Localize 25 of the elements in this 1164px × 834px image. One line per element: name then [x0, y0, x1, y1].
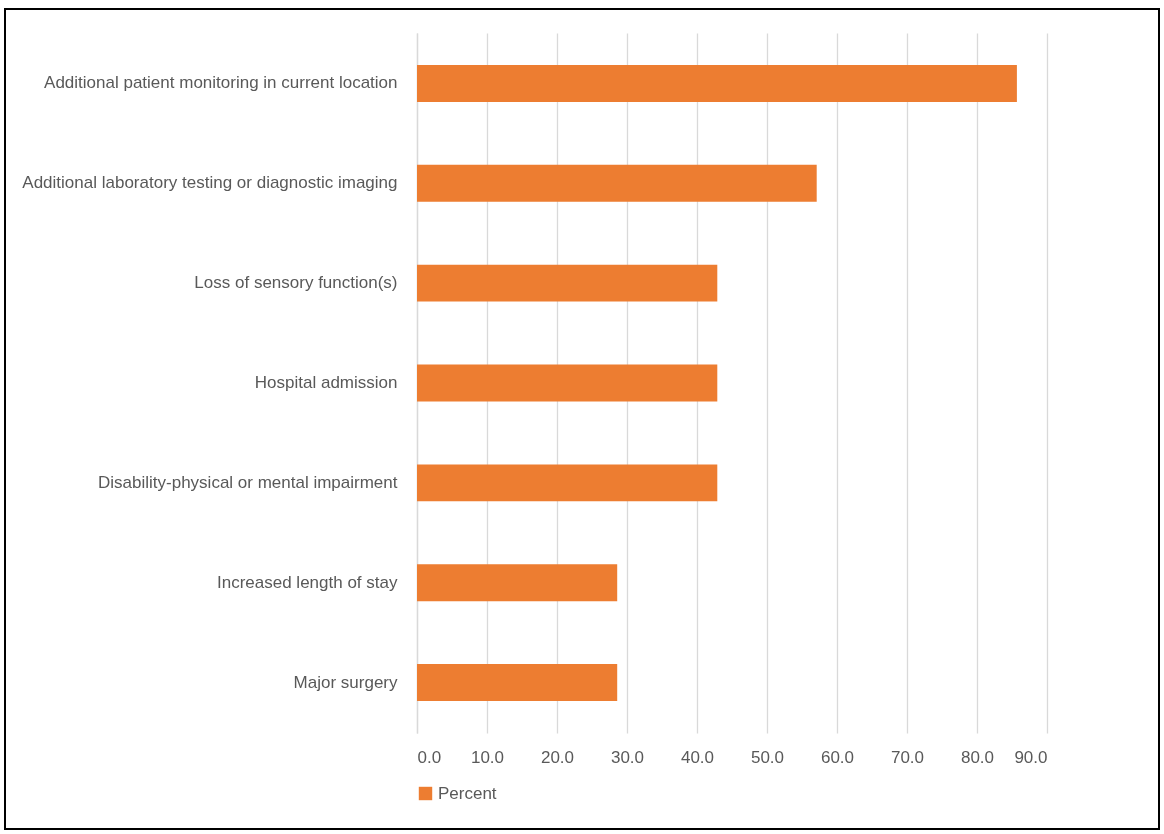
x-tick-label: 40.0 — [680, 747, 715, 767]
x-tick-label: 90.0 — [1014, 747, 1048, 767]
legend-label: Percent — [438, 783, 497, 803]
bar — [417, 364, 718, 402]
x-tick-label: 80.0 — [960, 747, 995, 767]
bar — [417, 264, 718, 302]
x-tick-label: 20.0 — [540, 747, 575, 767]
bar — [417, 64, 1017, 102]
y-tick-label: Loss of sensory function(s) — [194, 273, 398, 293]
y-tick-label: Increased length of stay — [216, 572, 398, 592]
bar — [417, 164, 817, 202]
x-tick-label: 60.0 — [820, 747, 855, 767]
x-tick-label: 70.0 — [890, 747, 925, 767]
bar — [417, 664, 618, 702]
x-tick-label: 50.0 — [750, 747, 785, 767]
x-tick-label: 10.0 — [470, 747, 505, 767]
y-tick-label: Disability-physical or mental impairment — [98, 472, 398, 492]
y-tick-label: Additional patient monitoring in current location — [44, 73, 398, 93]
bar — [417, 464, 718, 502]
x-tick-label: 0.0 — [417, 747, 442, 767]
bar — [417, 564, 618, 602]
y-tick-label: Hospital admission — [254, 373, 398, 392]
y-tick-label: Additional laboratory testing or diagnostic imaging — [22, 173, 398, 193]
x-tick-label: 30.0 — [610, 747, 645, 767]
y-tick-label: Major surgery — [293, 672, 398, 692]
